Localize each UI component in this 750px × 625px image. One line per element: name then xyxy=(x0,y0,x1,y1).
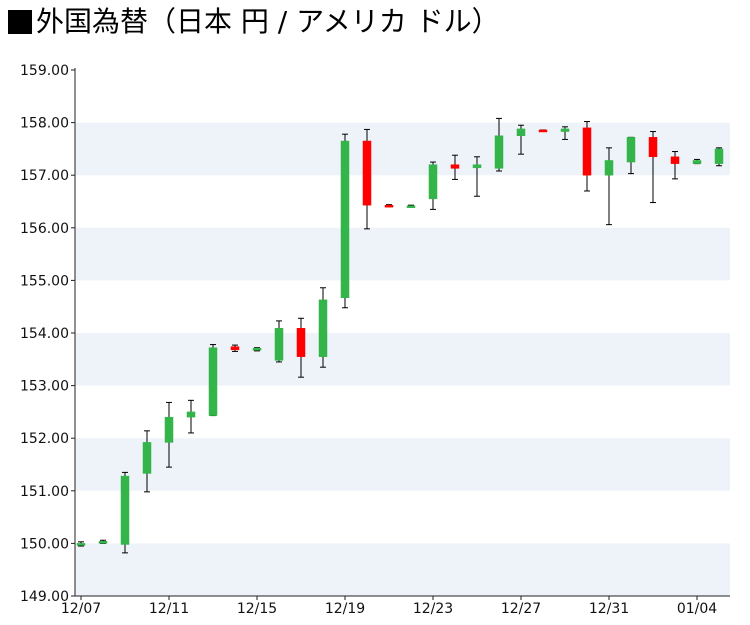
candle xyxy=(274,320,284,363)
grid-band xyxy=(75,438,730,491)
x-tick-label: 12/15 xyxy=(237,601,277,617)
candle xyxy=(626,136,636,175)
candle-body xyxy=(604,160,614,176)
candle-body xyxy=(252,348,262,351)
candle xyxy=(340,133,350,309)
y-tick-label: 157.00 xyxy=(20,168,69,184)
candle xyxy=(120,471,130,554)
x-tick-label: 12/23 xyxy=(413,601,453,617)
candle-body xyxy=(274,328,284,361)
y-tick-label: 159.00 xyxy=(20,63,69,79)
candle xyxy=(582,121,592,192)
candle-body xyxy=(362,140,372,206)
candle xyxy=(428,161,438,210)
x-tick-label: 01/04 xyxy=(677,601,717,617)
candle xyxy=(494,117,504,172)
candle-body xyxy=(318,299,328,357)
grid-band xyxy=(75,543,730,596)
candle xyxy=(692,158,702,165)
y-tick-label: 154.00 xyxy=(20,326,69,342)
candle xyxy=(252,347,262,352)
candle-body xyxy=(186,411,196,418)
grid-band xyxy=(75,122,730,176)
candle xyxy=(406,204,416,208)
y-tick-label: 150.00 xyxy=(20,536,69,552)
x-tick-label: 12/31 xyxy=(589,601,629,617)
y-tick-label: 151.00 xyxy=(20,484,69,500)
candle-body xyxy=(384,204,394,208)
y-tick-label: 156.00 xyxy=(20,221,69,237)
candle xyxy=(648,131,658,204)
candle xyxy=(472,156,482,197)
candle xyxy=(208,344,218,417)
candle-body xyxy=(472,164,482,169)
chart-title: 外国為替（日本 円 / アメリカ ドル） xyxy=(36,5,500,38)
y-tick-label: 155.00 xyxy=(20,273,69,289)
candle xyxy=(186,399,196,434)
candle xyxy=(142,430,152,493)
candle xyxy=(604,147,614,226)
candle-body xyxy=(164,416,174,443)
candle-body xyxy=(692,160,702,164)
candle xyxy=(362,128,372,230)
candle-body xyxy=(76,543,86,546)
candles-layer xyxy=(76,117,724,554)
candle-body xyxy=(406,205,416,208)
candle xyxy=(538,129,548,133)
candle-body xyxy=(340,140,350,299)
chart-axes: 149.00 150.00 151.00 152.00 153.00 154.00 155.… xyxy=(20,63,730,617)
grid-band xyxy=(75,227,730,281)
candle xyxy=(164,401,174,468)
x-tick-label: 12/07 xyxy=(61,601,101,617)
title-square-icon xyxy=(8,10,32,34)
candle-body xyxy=(560,128,570,132)
candle-body xyxy=(648,137,658,158)
y-tick-label: 149.00 xyxy=(20,589,69,605)
candle xyxy=(516,124,526,155)
candle-body xyxy=(98,541,108,544)
y-tick-label: 158.00 xyxy=(20,116,69,132)
candle-body xyxy=(208,347,218,416)
candle xyxy=(76,541,86,547)
candle-body xyxy=(516,128,526,137)
candle-body xyxy=(582,127,592,176)
candle-body xyxy=(538,129,548,133)
candle-body xyxy=(670,156,680,164)
candle xyxy=(670,151,680,180)
x-tick-label: 12/27 xyxy=(501,601,541,617)
candle xyxy=(714,147,724,167)
candle xyxy=(318,287,328,368)
y-tick-label: 153.00 xyxy=(20,379,69,395)
candle-body xyxy=(714,148,724,164)
candle xyxy=(450,154,460,180)
grid-band xyxy=(75,333,730,386)
x-tick-label: 12/11 xyxy=(149,601,189,617)
candle xyxy=(98,539,108,544)
candle xyxy=(560,126,570,140)
candle-body xyxy=(626,137,636,163)
chart-title-container: 外国為替（日本 円 / アメリカ ドル） xyxy=(8,2,500,42)
candle xyxy=(230,344,240,352)
candle-body xyxy=(428,164,438,200)
y-tick-label: 152.00 xyxy=(20,431,69,447)
candle-body xyxy=(120,475,130,545)
x-tick-label: 12/19 xyxy=(325,601,365,617)
candle-body xyxy=(494,135,504,169)
candle-body xyxy=(296,328,306,357)
candle-body xyxy=(450,164,460,169)
candle xyxy=(296,317,306,378)
grid-bands xyxy=(75,122,730,596)
candle-body xyxy=(142,442,152,474)
candle-body xyxy=(230,346,240,351)
candle xyxy=(384,204,394,208)
